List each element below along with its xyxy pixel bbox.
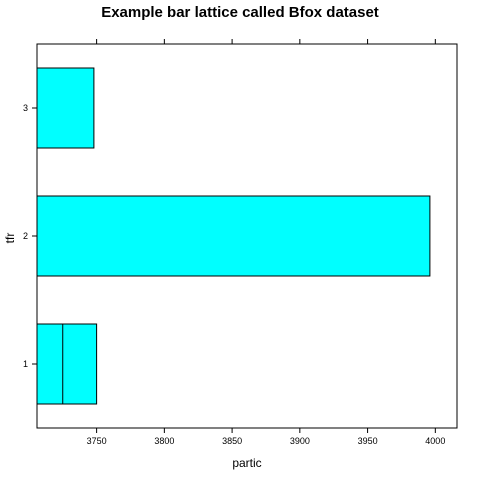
x-tick-label-3750: 3750 (87, 436, 107, 446)
x-tick-label-3850: 3850 (222, 436, 242, 446)
y-tick-label-1: 1 (23, 359, 28, 369)
x-tick-label-4000: 4000 (425, 436, 445, 446)
bar-tfr-2 (36, 195, 431, 277)
x-tick-label-3950: 3950 (358, 436, 378, 446)
x-tick-label-3800: 3800 (154, 436, 174, 446)
y-tick-label-3: 3 (23, 103, 28, 113)
chart-title: Example bar lattice called Bfox dataset (101, 4, 379, 21)
x-axis-label: partic (232, 456, 261, 470)
y-tick-label-2: 2 (23, 231, 28, 241)
x-tick-label-3900: 3900 (290, 436, 310, 446)
bar-tfr-1 (36, 323, 98, 405)
bar-tfr-3 (36, 67, 95, 149)
y-axis-label: tfr (3, 233, 17, 244)
